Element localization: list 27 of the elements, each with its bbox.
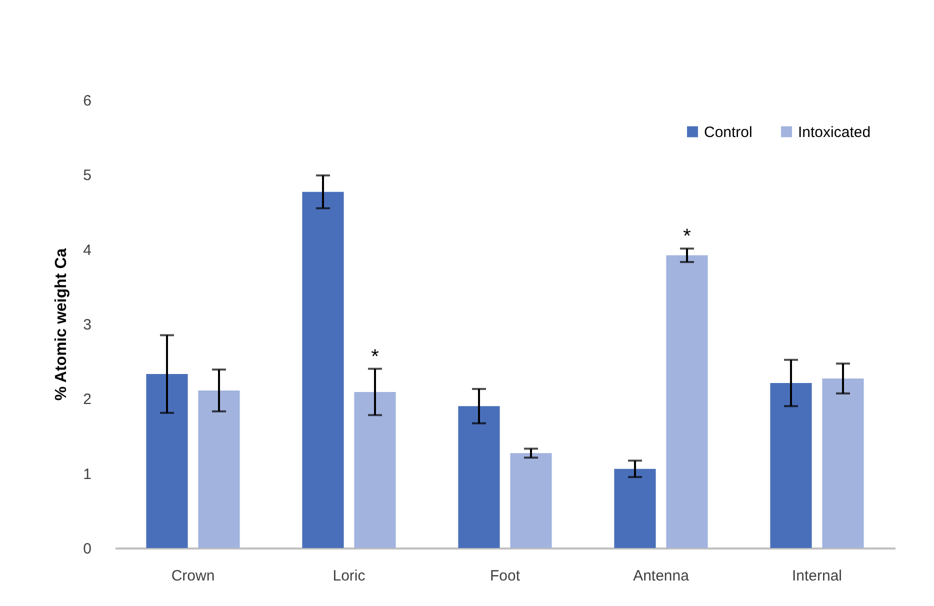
bar bbox=[354, 392, 396, 548]
bar bbox=[198, 390, 240, 548]
bar bbox=[614, 468, 656, 548]
x-tick-label: Foot bbox=[490, 568, 521, 584]
y-tick-label: 4 bbox=[83, 242, 92, 259]
x-tick-label: Loric bbox=[332, 568, 366, 584]
bar bbox=[146, 374, 188, 548]
bar bbox=[770, 382, 812, 548]
legend-label: Control bbox=[704, 124, 752, 141]
data-label: * bbox=[683, 226, 692, 248]
x-tick-label: Internal bbox=[792, 568, 842, 584]
bar bbox=[822, 378, 864, 548]
x-tick-label: Antenna bbox=[633, 568, 690, 584]
y-tick-label: 5 bbox=[83, 167, 92, 184]
x-tick-label: Crown bbox=[171, 568, 215, 584]
y-axis-title: % Atomic weight Ca bbox=[53, 248, 70, 401]
y-tick-label: 6 bbox=[83, 92, 92, 110]
data-label: * bbox=[371, 346, 380, 368]
bar bbox=[510, 453, 552, 548]
legend-label: Intoxicated bbox=[798, 124, 871, 141]
y-tick-label: 3 bbox=[83, 316, 92, 334]
bar bbox=[666, 255, 708, 548]
y-tick-label: 0 bbox=[83, 540, 92, 558]
bar bbox=[458, 406, 500, 548]
bar bbox=[302, 192, 344, 548]
y-tick-label: 1 bbox=[83, 466, 92, 483]
y-tick-label: 2 bbox=[83, 391, 92, 408]
